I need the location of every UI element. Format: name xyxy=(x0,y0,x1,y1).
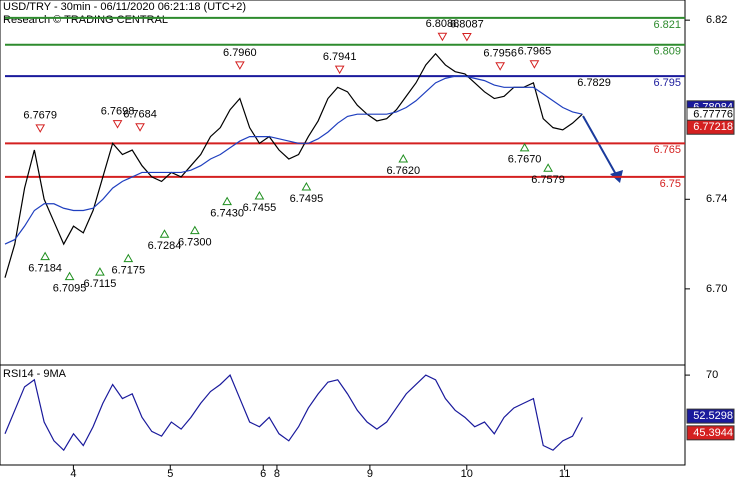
low-label: 6.7095 xyxy=(53,282,87,294)
high-marker xyxy=(135,123,145,132)
chart-title: USD/TRY - 30min - 06/11/2020 06:21:18 (U… xyxy=(3,1,246,13)
high-marker xyxy=(234,61,245,70)
price-tag-label: 52.5298 xyxy=(693,410,733,422)
y-tick-label: 6.82 xyxy=(706,14,727,26)
price-tag xyxy=(686,425,735,441)
high-marker xyxy=(112,120,123,129)
low-marker xyxy=(301,182,312,191)
high-label: 6.8087 xyxy=(450,18,484,30)
price-tag-label: 45.3944 xyxy=(693,427,733,439)
low-marker xyxy=(222,196,232,206)
high-marker xyxy=(495,62,506,71)
high-label: 6.7679 xyxy=(23,110,57,122)
price-tag-label: 6.77776 xyxy=(693,109,733,121)
price-tag xyxy=(686,119,735,135)
y-tick-label: 70 xyxy=(706,369,718,381)
plot-frame xyxy=(0,0,686,466)
low-label: 6.7300 xyxy=(178,237,212,249)
low-marker xyxy=(159,229,170,238)
level-label: 6.821 xyxy=(653,19,681,31)
level-label: 6.765 xyxy=(653,144,681,156)
high-label: 6.7956 xyxy=(483,48,517,60)
low-marker xyxy=(189,225,200,235)
price-tag xyxy=(686,408,735,424)
level-label: 6.75 xyxy=(660,178,681,190)
x-tick-label: 9 xyxy=(367,468,373,480)
low-label: 6.7455 xyxy=(243,202,277,214)
high-label: 6.7965 xyxy=(518,46,552,58)
low-marker xyxy=(95,267,105,276)
chart-subtitle: Research © TRADING CENTRAL xyxy=(3,14,168,26)
low-label: 6.7430 xyxy=(210,207,244,219)
y-tick-label: 6.74 xyxy=(706,193,727,205)
low-marker xyxy=(519,142,530,152)
low-marker xyxy=(543,163,553,172)
x-tick-label: 4 xyxy=(70,468,76,480)
low-marker xyxy=(40,251,50,261)
note-label: 6.7829 xyxy=(577,77,611,89)
low-label: 6.7495 xyxy=(290,193,324,205)
high-label: 6.8088 xyxy=(426,18,460,30)
series-line xyxy=(4,374,583,452)
high-marker xyxy=(529,60,540,69)
level-label: 6.809 xyxy=(653,46,681,58)
low-marker xyxy=(398,154,409,163)
low-label: 6.7284 xyxy=(148,240,182,252)
low-label: 6.7115 xyxy=(84,278,117,290)
forecast-arrow xyxy=(582,115,619,179)
series-line xyxy=(4,52,583,278)
series-line xyxy=(4,75,583,245)
level-label: 6.795 xyxy=(653,77,681,89)
high-label: 6.7684 xyxy=(123,109,157,121)
low-label: 6.7175 xyxy=(111,265,145,277)
high-label: 6.7941 xyxy=(323,51,357,63)
high-marker xyxy=(35,124,46,133)
high-label: 6.7698 xyxy=(101,105,135,117)
low-label: 6.7670 xyxy=(508,154,542,166)
y-tick-label: 6.70 xyxy=(706,283,727,295)
high-marker xyxy=(462,32,472,42)
x-tick-label: 5 xyxy=(167,468,173,480)
x-tick-label: 11 xyxy=(559,468,570,480)
low-marker xyxy=(123,253,134,263)
low-marker xyxy=(64,271,75,281)
low-label: 6.7620 xyxy=(386,165,420,177)
high-marker xyxy=(437,32,448,42)
high-label: 6.7960 xyxy=(223,47,257,59)
rsi-title: RSI14 - 9MA xyxy=(3,368,67,380)
x-tick-label: 6 xyxy=(260,468,266,480)
low-label: 6.7579 xyxy=(531,174,565,186)
x-tick-label: 8 xyxy=(274,468,280,480)
price-tag-label: 6.77218 xyxy=(693,121,733,133)
x-tick-label: 10 xyxy=(461,468,473,480)
high-marker xyxy=(334,65,345,75)
low-marker xyxy=(254,190,265,200)
low-label: 6.7184 xyxy=(28,263,62,275)
